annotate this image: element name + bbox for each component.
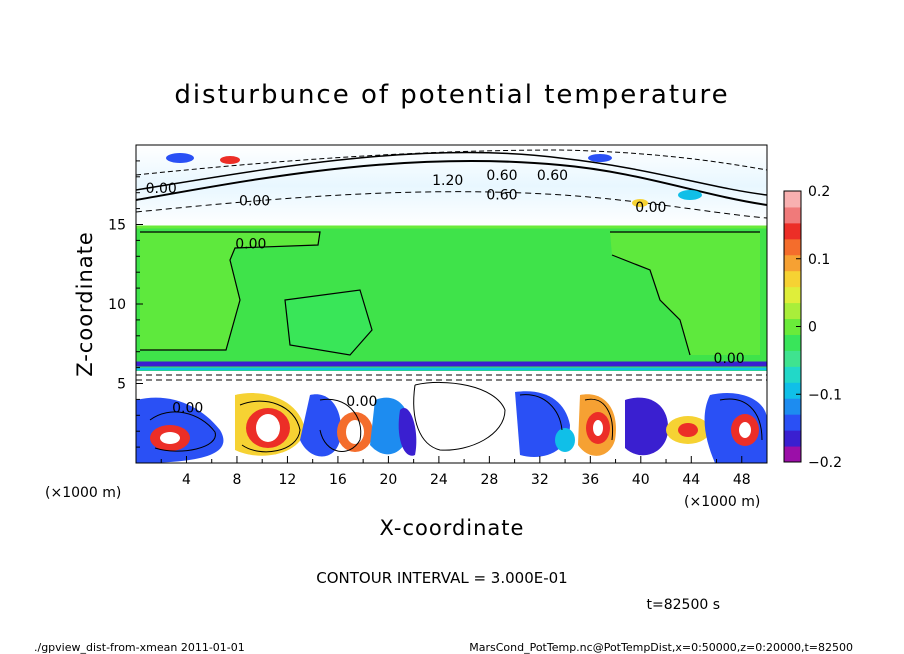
upper-blob	[166, 153, 194, 163]
x-tick-label: 24	[430, 472, 448, 488]
upper-contour-4	[136, 149, 767, 176]
upper-blob	[588, 154, 612, 162]
contour-label: 0.60	[537, 168, 568, 184]
x-tick-label: 44	[682, 472, 700, 488]
x-tick-label: 36	[581, 472, 599, 488]
zero-contour	[140, 231, 321, 351]
contour-label: 0.00	[635, 200, 666, 216]
contour-label: 1.20	[432, 173, 463, 189]
colorbar-cell	[784, 270, 801, 288]
field-region	[285, 290, 372, 355]
colorbar-cell	[784, 382, 801, 399]
colorbar-cell	[784, 254, 801, 272]
field-region	[140, 232, 320, 350]
y-axis-title: Z-coordinate	[73, 231, 97, 377]
x-tick-label: 20	[379, 472, 397, 488]
colorbar-cell	[784, 446, 801, 463]
contour-label: 0.00	[239, 194, 270, 210]
heatmap-field	[136, 145, 767, 463]
x-axis-title: X-coordinate	[380, 516, 525, 540]
zero-contour	[284, 289, 373, 356]
upper-layer	[136, 145, 767, 227]
x-axis: 4 8 12 16 20 24 28 32 36 40 44 48	[135, 456, 768, 488]
x-tick-label: 4	[182, 472, 191, 488]
x-tick-label: 28	[480, 472, 498, 488]
colorbar-cell	[784, 318, 801, 335]
colorbar-cell	[784, 414, 801, 431]
zero-contour	[610, 231, 760, 356]
colorbar-cell	[784, 302, 801, 320]
lower-contours	[136, 374, 767, 453]
x-tick-label: 12	[279, 472, 297, 488]
contour-label: 0.00	[346, 394, 377, 410]
x-tick-label: 32	[531, 472, 549, 488]
colorbar: 0.2 0.1 0 −0.1 −0.2	[783, 184, 842, 471]
y-tick-label: 5	[117, 377, 126, 393]
contour-label: 0.00	[235, 237, 266, 253]
footer-left: ./gpview_dist-from-xmean 2011-01-01	[34, 641, 245, 654]
upper-contour-2	[136, 151, 767, 196]
colorbar-cell	[784, 191, 801, 208]
time-label: t=82500 s	[647, 597, 721, 613]
colorbar-cell	[784, 366, 801, 383]
colorbar-cell	[784, 222, 801, 240]
contour-label: 0.00	[172, 400, 203, 416]
y-tick-label: 15	[108, 218, 126, 234]
x-tick-label: 40	[632, 472, 650, 488]
colorbar-cell	[784, 430, 801, 447]
contour-label: 0.60	[486, 187, 517, 203]
y-unit-label: (×1000 m)	[45, 485, 121, 501]
colorbar-cell	[784, 238, 801, 256]
contour-label: 0.00	[146, 181, 177, 197]
colorbar-cell	[784, 350, 801, 367]
colorbar-cell	[784, 398, 801, 415]
x-tick-label: 16	[329, 472, 347, 488]
contour-interval: CONTOUR INTERVAL = 3.000E-01	[316, 569, 567, 587]
colorbar-cell	[784, 286, 801, 304]
x-tick-label: 48	[733, 472, 751, 488]
upper-contour-3	[136, 191, 767, 219]
colorbar-tick-label: −0.2	[808, 455, 842, 471]
chart-title: disturbunce of potential temperature	[174, 80, 729, 110]
upper-blob	[678, 190, 702, 200]
colorbar-tick-label: 0.1	[808, 252, 830, 268]
colorbar-tick-label: −0.1	[808, 387, 842, 403]
footer-right: MarsCond_PotTemp.nc@PotTempDist,x=0:5000…	[469, 641, 853, 654]
contour-label: 0.00	[714, 351, 745, 367]
contour-labels: 0.00 0.00 0.00 0.00 0.00 0.00 0.00 0.60 0.60 0.60…	[146, 168, 745, 416]
colorbar-cell	[784, 334, 801, 351]
x-unit-label: (×1000 m)	[684, 494, 760, 510]
upper-blob	[220, 156, 240, 164]
upper-contour-1	[136, 159, 767, 206]
x-tick-label: 8	[232, 472, 241, 488]
field-region	[610, 232, 760, 355]
y-axis: 5 10 15	[108, 160, 143, 448]
colorbar-cell	[784, 206, 801, 224]
lower-blobs	[136, 377, 767, 463]
contour-label: 0.60	[486, 168, 517, 184]
colorbar-tick-label: 0.2	[808, 184, 830, 200]
upper-blob	[632, 199, 648, 207]
y-tick-label: 10	[108, 297, 126, 313]
colorbar-tick-label: 0	[808, 320, 817, 336]
